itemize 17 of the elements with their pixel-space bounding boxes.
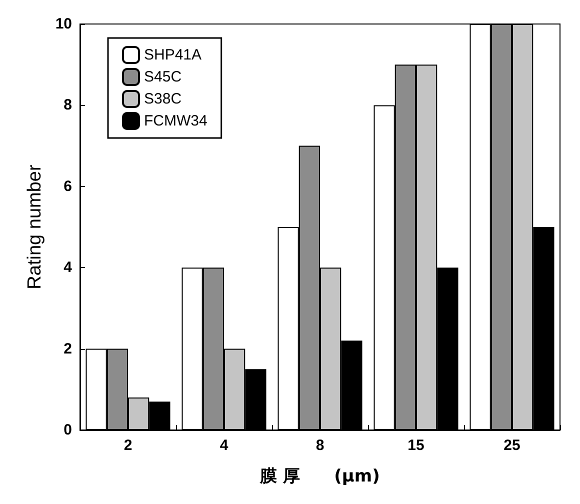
y-tick-label: 8 (64, 96, 72, 114)
legend-label: FCMW34 (144, 112, 208, 130)
legend-label: S38C (144, 90, 182, 108)
y-tick-label: 0 (64, 422, 72, 438)
y-tick-label: 10 (55, 16, 72, 32)
y-tick-label: 2 (64, 340, 72, 358)
x-tick-label: 4 (220, 437, 229, 454)
x-tick-label: 8 (316, 437, 324, 454)
y-tick-label: 6 (64, 178, 72, 195)
y-axis-title: Rating number (24, 164, 46, 290)
x-tick-label: 2 (124, 437, 132, 454)
y-tick-label: 4 (64, 259, 73, 276)
legend-label: SHP41A (144, 46, 202, 64)
legend-label: S45C (144, 68, 182, 86)
x-tick-label: 25 (504, 437, 520, 454)
x-tick-label: 15 (408, 437, 424, 454)
x-axis-title: 膜 厚 (μm) (259, 466, 380, 486)
